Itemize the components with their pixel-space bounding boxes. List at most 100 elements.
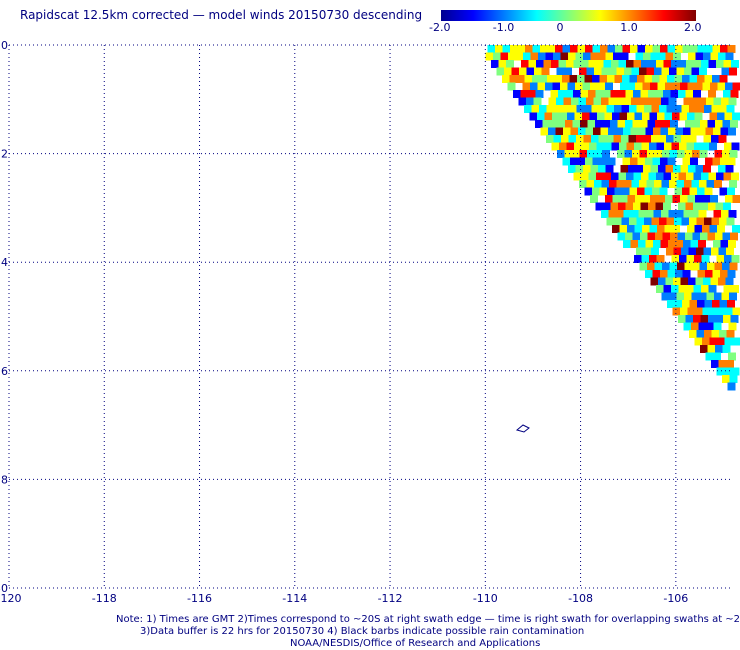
swath-cell	[701, 255, 710, 263]
swath-cell	[593, 127, 601, 136]
swath-cell	[687, 82, 696, 91]
swath-cell	[692, 150, 700, 158]
swath-cell	[732, 337, 740, 346]
swath-cell	[713, 352, 721, 361]
swath-cell	[648, 202, 656, 211]
lon-tick-label: -110	[473, 592, 498, 605]
swath-cell	[616, 67, 625, 76]
swath-cell	[716, 172, 724, 181]
swath-cell	[665, 165, 674, 173]
swath-cell	[637, 75, 645, 83]
swath-cell	[540, 45, 548, 53]
swath-cell	[524, 75, 533, 83]
swath-cell	[593, 97, 602, 106]
swath-cell	[628, 135, 637, 143]
swath-cell	[598, 52, 606, 61]
swath-cell	[579, 180, 587, 188]
swath-cell	[641, 60, 649, 68]
swath-cell	[603, 90, 611, 98]
swath-cell	[722, 262, 730, 271]
swath-cell	[708, 315, 716, 323]
swath-cell	[546, 135, 554, 143]
swath-cell	[631, 210, 639, 218]
swath-cell	[669, 180, 677, 188]
swath-cell	[623, 97, 632, 106]
swath-cell	[708, 202, 716, 211]
swath-cell	[715, 315, 724, 323]
swath-cell	[607, 75, 615, 83]
swath-cell	[573, 172, 582, 181]
swath-cell	[625, 232, 633, 241]
swath-cell	[561, 135, 569, 143]
swath-cell	[586, 67, 595, 76]
swath-cell	[726, 217, 735, 226]
swath-cell	[652, 187, 660, 196]
swath-cell	[702, 225, 710, 233]
swath-cell	[684, 150, 693, 158]
swath-cell	[638, 210, 647, 218]
swath-cell	[491, 60, 499, 68]
swath-cell	[682, 157, 691, 166]
swath-cell	[725, 165, 734, 173]
swath-cell	[574, 142, 582, 151]
swath-cell	[649, 255, 657, 263]
swath-cell	[521, 60, 529, 68]
swath-cell	[620, 52, 629, 61]
lat-lon-grid	[8, 44, 733, 589]
swath-cell	[698, 240, 706, 248]
swath-cell	[580, 90, 589, 98]
swath-cell	[682, 270, 691, 278]
swath-cell	[550, 120, 558, 128]
swath-cell	[508, 52, 516, 61]
swath-cell	[732, 225, 740, 233]
swath-cell	[727, 300, 735, 308]
swath-cell	[534, 67, 542, 76]
swath-cell	[722, 232, 731, 241]
swath-cell	[567, 112, 575, 121]
swath-cell	[587, 120, 596, 128]
swath-cell	[692, 262, 700, 271]
swath-cell	[536, 60, 544, 68]
swath-cell	[648, 172, 657, 181]
swath-cell	[693, 172, 702, 181]
swath-cell	[638, 127, 646, 136]
swath-cell	[728, 322, 737, 331]
lat-tick-label: -26	[0, 365, 8, 378]
swath-cell	[685, 315, 694, 323]
swath-cell	[691, 180, 700, 188]
swath-cell	[650, 277, 659, 286]
swath-cell	[498, 60, 507, 68]
swath-cell	[709, 337, 718, 346]
swath-cell	[627, 195, 636, 203]
lat-tick-label: -30	[0, 582, 8, 595]
swath-cell	[622, 157, 631, 166]
swath-cell	[726, 105, 735, 113]
swath-cell	[572, 150, 580, 158]
swath-cell	[729, 67, 737, 76]
swath-cell	[635, 195, 643, 203]
swath-cell	[635, 52, 644, 61]
swath-cell	[655, 90, 664, 98]
swath-cell	[722, 345, 731, 353]
swath-cell	[621, 217, 630, 226]
swath-cell	[654, 180, 662, 188]
swath-cell	[687, 112, 695, 121]
swath-cell	[552, 82, 561, 91]
swath-cell	[652, 75, 660, 83]
swath-cell	[658, 277, 666, 286]
swath-cell	[693, 202, 701, 211]
swath-cell	[608, 210, 617, 218]
swath-cell	[595, 90, 604, 98]
swath-cell	[652, 270, 661, 278]
swath-cell	[690, 157, 698, 166]
swath-cell	[526, 67, 535, 76]
swath-cell	[543, 60, 552, 68]
swath-cell	[725, 82, 733, 91]
swath-cell	[528, 90, 536, 98]
swath-cell	[719, 330, 727, 338]
swath-cell	[582, 82, 591, 91]
swath-cell	[643, 52, 651, 61]
swath-cell	[636, 217, 645, 226]
swath-cell	[704, 300, 713, 308]
lon-tick-label: -118	[92, 592, 117, 605]
